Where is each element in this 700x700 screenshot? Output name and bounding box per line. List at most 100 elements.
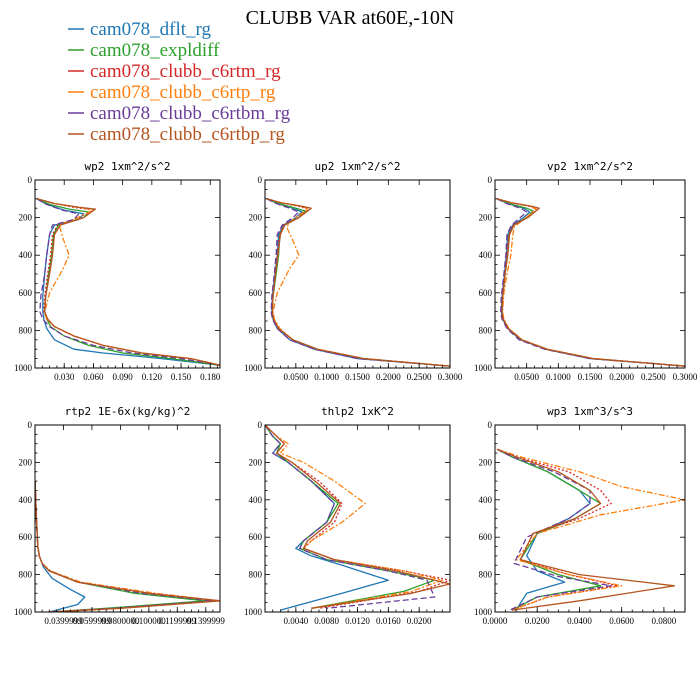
- x-tick-label: 0.0120: [345, 616, 370, 626]
- x-tick-label: 0.120: [142, 372, 163, 382]
- x-tick-label: 0.1000: [546, 372, 571, 382]
- series-line-cam078_clubb_c6rtp_rg: [496, 198, 685, 367]
- series-line-cam078_clubb_c6rtm_rg: [265, 425, 450, 609]
- legend-entry-label: cam078_clubb_c6rtbp_rg: [90, 124, 285, 145]
- axis-frame: [264, 424, 451, 613]
- series-line-cam078_dflt_rg: [36, 198, 220, 366]
- y-tick-label: 800: [19, 325, 33, 335]
- series-line-cam078_dflt_rg: [265, 425, 389, 611]
- y-tick-label: 0: [28, 175, 33, 185]
- x-tick-label: 0.2500: [641, 372, 666, 382]
- x-tick-label: 0.0040: [283, 616, 308, 626]
- chart-panel: vp2 1xm^2/s^2 0 200 400 600 800 1000 0.0500 0.10…: [474, 160, 698, 382]
- x-tick-label: 0.3000: [673, 372, 698, 382]
- series-line-cam078_expldiff: [496, 448, 602, 611]
- y-tick-label: 1000: [14, 607, 33, 617]
- chart-panel: thlp2 1xK^2 0 200 400 600 800 1000 0.0040 0.0080…: [244, 405, 451, 626]
- series-line-cam078_clubb_c6rtp_rg: [265, 425, 443, 609]
- y-tick-label: 400: [479, 250, 493, 260]
- y-tick-label: 1000: [474, 363, 493, 373]
- y-tick-label: 0: [488, 420, 493, 430]
- legend-entry-label: cam078_clubb_c6rtp_rg: [90, 82, 276, 103]
- axis-frame: [34, 424, 221, 613]
- figure-title: CLUBB VAR at60E,-10N: [246, 7, 455, 29]
- chart-panel: up2 1xm^2/s^2 0 200 400 600 800 1000 0.0500 0.10…: [244, 160, 463, 382]
- y-tick-label: 0: [258, 420, 263, 430]
- x-tick-label: 0.0500: [514, 372, 539, 382]
- x-tick-label: 0.1199999: [158, 616, 196, 626]
- y-tick-label: 600: [19, 532, 33, 542]
- x-tick-label: 0.030: [54, 372, 75, 382]
- x-tick-label: 0.0399999: [44, 616, 83, 626]
- legend-entry-label: cam078_expldiff: [90, 40, 220, 61]
- x-tick-label: 0.090: [113, 372, 134, 382]
- panel-title: up2 1xm^2/s^2: [314, 160, 400, 173]
- x-tick-label: 0.150: [171, 372, 192, 382]
- y-tick-label: 400: [479, 495, 493, 505]
- series-line-cam078_clubb_c6rtbp_rg: [265, 425, 450, 609]
- x-tick-label: 0.1500: [578, 372, 603, 382]
- x-tick-label: 0.1399999: [187, 616, 226, 626]
- x-tick-label: 0.3000: [438, 372, 463, 382]
- series-line-cam078_clubb_c6rtbm_rg: [35, 481, 214, 612]
- y-tick-label: 200: [249, 213, 263, 223]
- x-tick-label: 0.0200: [407, 616, 432, 626]
- chart-panel: wp2 1xm^2/s^2 0 200 400 600 800 1000 0.030 0.060…: [14, 160, 221, 382]
- y-tick-label: 400: [249, 250, 263, 260]
- panel-title: wp3 1xm^3/s^3: [547, 405, 633, 418]
- y-tick-label: 800: [249, 570, 263, 580]
- y-tick-label: 600: [249, 288, 263, 298]
- y-tick-label: 800: [479, 570, 493, 580]
- y-tick-label: 1000: [474, 607, 493, 617]
- y-tick-label: 1000: [14, 363, 33, 373]
- x-tick-label: 0.0599999: [73, 616, 112, 626]
- y-tick-label: 200: [19, 213, 33, 223]
- series-line-cam078_clubb_c6rtbp_rg: [496, 198, 685, 367]
- series-line-cam078_clubb_c6rtbm_rg: [496, 198, 685, 367]
- panel-title: vp2 1xm^2/s^2: [547, 160, 633, 173]
- y-tick-label: 400: [19, 250, 33, 260]
- series-line-cam078_clubb_c6rtbm_rg: [36, 198, 220, 366]
- series-line-cam078_expldiff: [35, 481, 207, 612]
- y-tick-label: 1000: [244, 363, 263, 373]
- y-tick-label: 800: [19, 570, 33, 580]
- y-tick-label: 400: [249, 495, 263, 505]
- series-line-cam078_dflt_rg: [35, 481, 86, 612]
- y-tick-label: 0: [258, 175, 263, 185]
- y-tick-label: 1000: [244, 607, 263, 617]
- x-tick-label: 0.0600: [609, 616, 634, 626]
- legend-entry-label: cam078_clubb_c6rtm_rg: [90, 61, 281, 82]
- x-tick-label: 0.100000: [132, 616, 166, 626]
- legend-entry-label: cam078_clubb_c6rtbm_rg: [90, 103, 291, 124]
- y-tick-label: 0: [28, 420, 33, 430]
- panel-title: thlp2 1xK^2: [321, 405, 394, 418]
- series-line-cam078_clubb_c6rtbm_rg: [496, 448, 612, 611]
- y-tick-label: 800: [249, 325, 263, 335]
- x-tick-label: 0.0000: [483, 616, 508, 626]
- y-tick-label: 800: [479, 325, 493, 335]
- x-tick-label: 0.1000: [314, 372, 339, 382]
- y-tick-label: 200: [249, 457, 263, 467]
- chart-panel: rtp2 1E-6x(kg/kg)^2 0 200 400 600 800 1000 0.03…: [14, 405, 225, 626]
- x-tick-label: 0.2500: [407, 372, 432, 382]
- series-line-cam078_clubb_c6rtbm_rg: [265, 425, 436, 609]
- x-tick-label: 0.0160: [376, 616, 401, 626]
- x-tick-label: 0.0200: [525, 616, 550, 626]
- panel-title: rtp2 1E-6x(kg/kg)^2: [65, 405, 191, 418]
- chart-panel: wp3 1xm^3/s^3 0 200 400 600 800 10000.0000 0.02…: [474, 405, 686, 626]
- y-tick-label: 0: [488, 175, 493, 185]
- y-tick-label: 600: [479, 532, 493, 542]
- series-line-cam078_clubb_c6rtp_rg: [496, 448, 685, 611]
- series-line-cam078_clubb_c6rtm_rg: [496, 448, 619, 611]
- x-tick-label: 0.1500: [345, 372, 370, 382]
- legend-entry-label: cam078_dflt_rg: [90, 19, 212, 40]
- series-line-cam078_clubb_c6rtbp_rg: [266, 198, 450, 367]
- x-tick-label: 0.0080: [314, 616, 339, 626]
- series-line-cam078_clubb_c6rtbp_rg: [496, 448, 676, 611]
- y-tick-label: 200: [479, 213, 493, 223]
- y-tick-label: 400: [19, 495, 33, 505]
- x-tick-label: 0.0400: [567, 616, 592, 626]
- x-tick-label: 0.060: [83, 372, 104, 382]
- y-tick-label: 600: [479, 288, 493, 298]
